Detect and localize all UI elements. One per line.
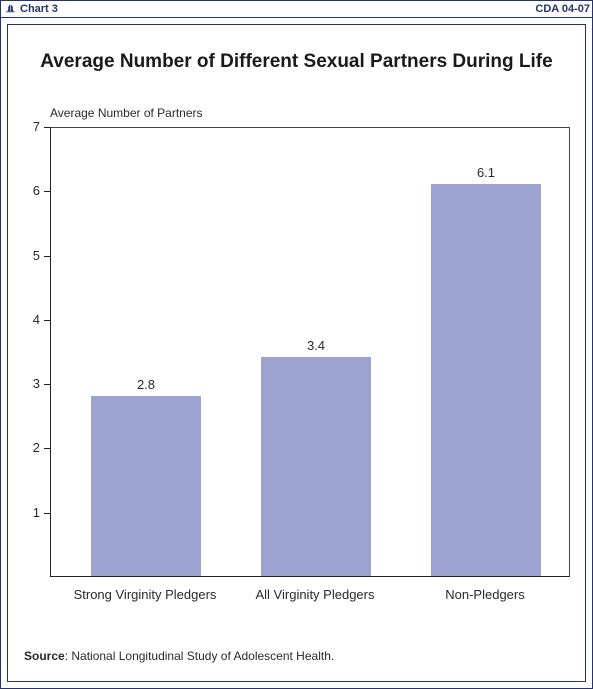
y-tick-label: 3 [24,376,40,391]
bar: 3.4 [261,357,371,576]
y-tick-mark [44,384,50,385]
y-tick-label: 5 [24,248,40,263]
source-line: Source: National Longitudinal Study of A… [24,649,334,663]
header-left-label: Chart 3 [20,3,58,15]
y-axis-title: Average Number of Partners [50,106,203,120]
y-tick-label: 4 [24,312,40,327]
header-right-label: CDA 04-07 [535,3,590,15]
y-tick-label: 7 [24,119,40,134]
bar: 6.1 [431,184,541,576]
y-tick-label: 1 [24,505,40,520]
chart-title: Average Number of Different Sexual Partn… [8,25,585,91]
header-left: Chart 3 [5,3,58,15]
y-tick-mark [44,448,50,449]
y-tick-mark [44,320,50,321]
bar-value-label: 3.4 [261,338,371,353]
y-tick-mark [44,191,50,192]
category-label: Strong Virginity Pledgers [65,587,225,602]
source-text: : National Longitudinal Study of Adolesc… [65,649,335,663]
source-label: Source [24,649,65,663]
plot-box: 2.8 3.4 6.1 [50,127,570,577]
bar-value-label: 2.8 [91,377,201,392]
y-tick-label: 6 [24,183,40,198]
y-tick-mark [44,513,50,514]
chart-area: Average Number of Partners 2.83.46.1 123… [42,103,572,598]
bell-icon [5,4,16,15]
category-label: All Virginity Pledgers [235,587,395,602]
y-tick-mark [44,256,50,257]
bar: 2.8 [91,396,201,576]
chart-outer-frame: Chart 3 CDA 04-07 Average Number of Diff… [0,0,593,689]
y-tick-label: 2 [24,440,40,455]
category-label: Non-Pledgers [405,587,565,602]
chart-header-bar: Chart 3 CDA 04-07 [1,1,592,18]
y-tick-mark [44,127,50,128]
chart-inner-frame: Average Number of Different Sexual Partn… [7,24,586,682]
bar-value-label: 6.1 [431,165,541,180]
